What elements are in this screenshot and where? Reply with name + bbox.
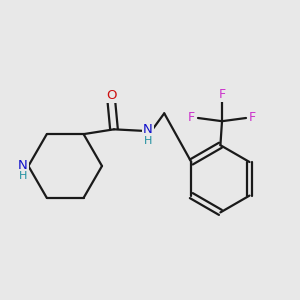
Text: N: N — [18, 158, 28, 172]
Text: F: F — [188, 112, 195, 124]
Text: H: H — [18, 171, 27, 181]
Text: O: O — [106, 89, 117, 102]
Text: F: F — [218, 88, 226, 101]
Text: F: F — [249, 112, 256, 124]
Text: H: H — [143, 136, 152, 146]
Text: N: N — [143, 123, 152, 136]
